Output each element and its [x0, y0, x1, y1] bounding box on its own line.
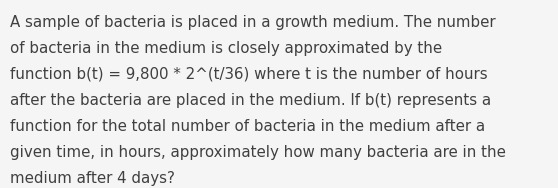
Text: medium after 4 days?: medium after 4 days? — [10, 171, 175, 186]
Text: of bacteria in the medium is closely approximated by the: of bacteria in the medium is closely app… — [10, 41, 442, 56]
Text: after the bacteria are placed in the medium. If b(t) represents a: after the bacteria are placed in the med… — [10, 93, 491, 108]
Text: function b(t) = 9,800 * 2^(t/36) where t is the number of hours: function b(t) = 9,800 * 2^(t/36) where t… — [10, 67, 488, 82]
Text: function for the total number of bacteria in the medium after a: function for the total number of bacteri… — [10, 119, 485, 134]
Text: A sample of bacteria is placed in a growth medium. The number: A sample of bacteria is placed in a grow… — [10, 15, 496, 30]
Text: given time, in hours, approximately how many bacteria are in the: given time, in hours, approximately how … — [10, 145, 506, 160]
